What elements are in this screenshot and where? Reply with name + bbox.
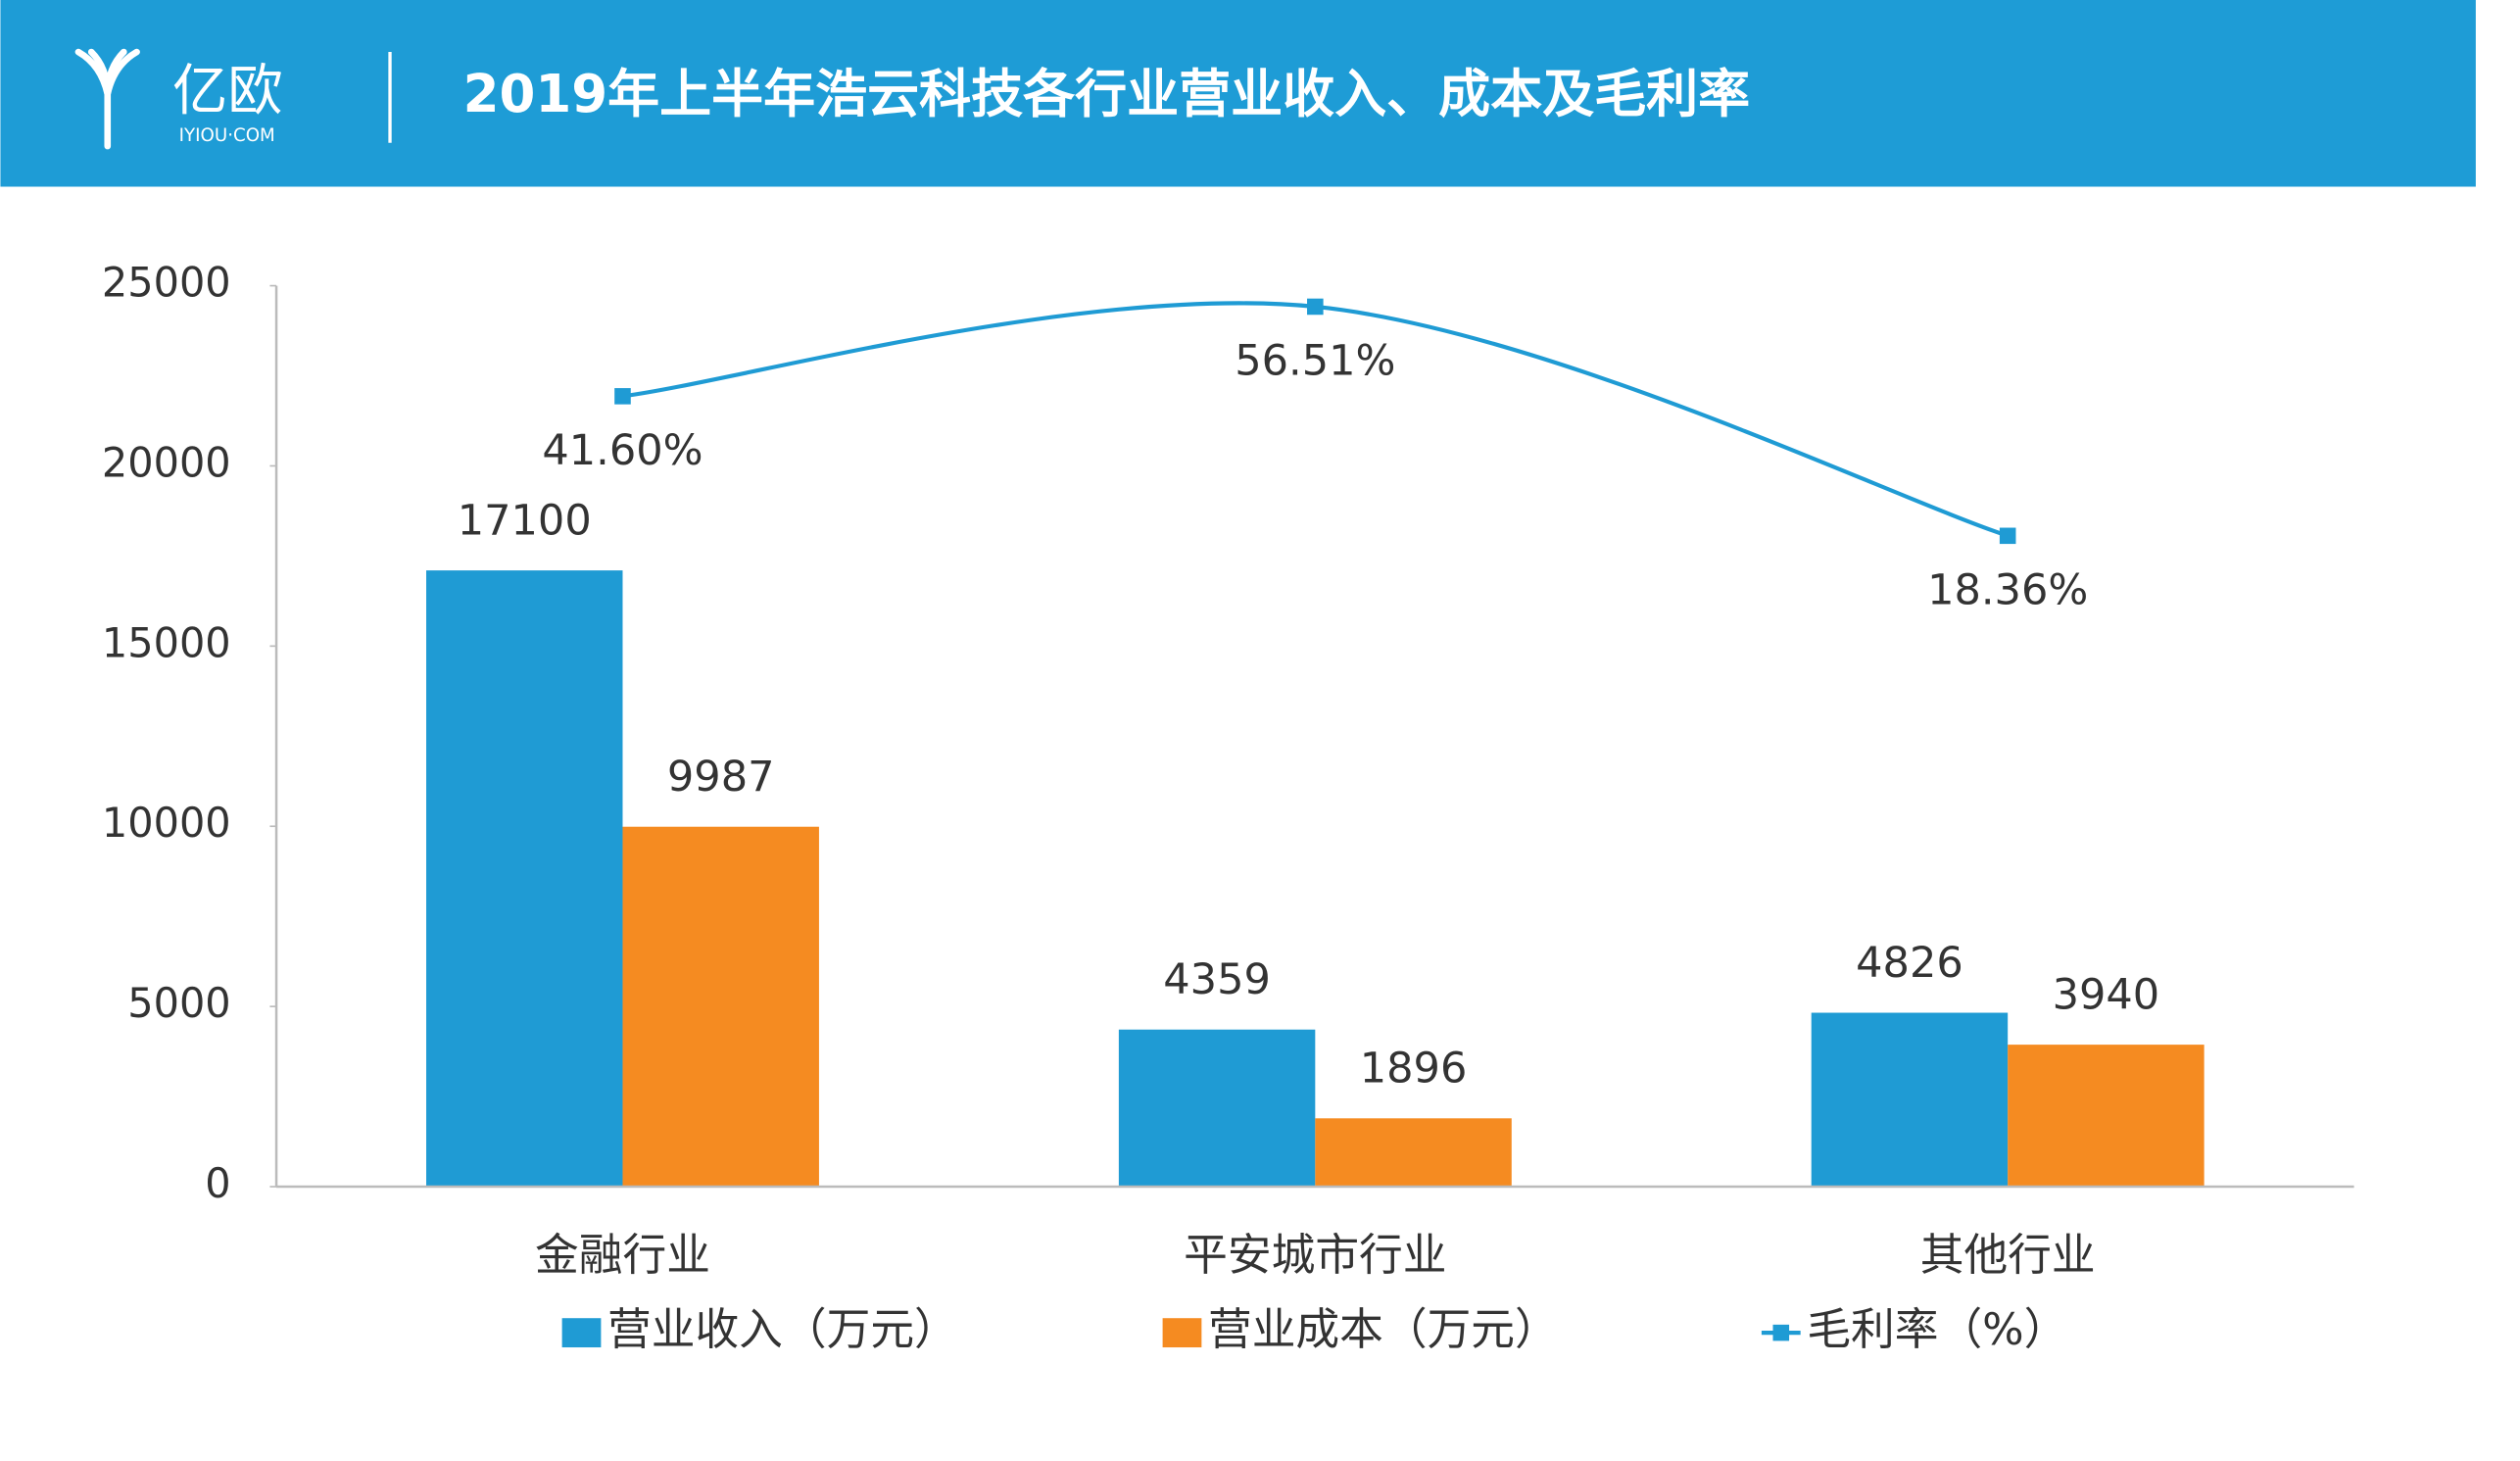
bar	[1811, 1012, 2009, 1188]
line-marker	[614, 388, 631, 405]
y-tick-label: 20000	[102, 439, 231, 486]
y-tick-label: 25000	[102, 260, 231, 307]
line-marker	[1999, 527, 2016, 545]
legend-marker	[1772, 1324, 1790, 1341]
legend-swatch	[1162, 1318, 1202, 1348]
data-label: 4359	[1163, 955, 1271, 1004]
legend-label: 营业收入（万元）	[607, 1303, 958, 1355]
chart-title: 2019年上半年浩云科技各行业营业收入、成本及毛利率	[463, 64, 1751, 124]
data-label: 41.60%	[542, 426, 703, 475]
x-tick-label: 其他行业	[1920, 1229, 2096, 1281]
logo-text: 亿欧	[172, 60, 283, 123]
legend-swatch	[561, 1318, 602, 1348]
data-label: 4826	[1856, 939, 1963, 988]
header-band	[0, 0, 2476, 187]
data-label: 18.36%	[1927, 565, 2088, 614]
bar	[1118, 1029, 1316, 1188]
x-tick-label: 平安城市行业	[1184, 1229, 1446, 1281]
legend-label: 营业成本（万元）	[1208, 1303, 1559, 1355]
data-label: 56.51%	[1235, 336, 1395, 385]
bar	[1315, 1118, 1512, 1188]
data-label: 17100	[458, 497, 592, 546]
y-tick-label: 5000	[127, 980, 230, 1027]
logo	[74, 48, 140, 150]
logo-mark-inner	[87, 48, 127, 98]
y-tick-label: 0	[205, 1160, 230, 1207]
line-marker	[1307, 298, 1324, 316]
bar	[622, 826, 819, 1188]
data-label: 9987	[667, 753, 775, 802]
bar	[426, 570, 623, 1188]
y-tick-label: 10000	[102, 800, 231, 847]
data-label: 3940	[2053, 971, 2160, 1020]
x-tick-label: 金融行业	[535, 1229, 710, 1281]
legend-label: 毛利率（%）	[1807, 1303, 2067, 1355]
logo-sub: IYIOU·COM	[179, 125, 275, 146]
data-label: 1896	[1360, 1045, 1468, 1094]
y-tick-label: 15000	[102, 619, 231, 666]
bar	[2008, 1045, 2205, 1188]
